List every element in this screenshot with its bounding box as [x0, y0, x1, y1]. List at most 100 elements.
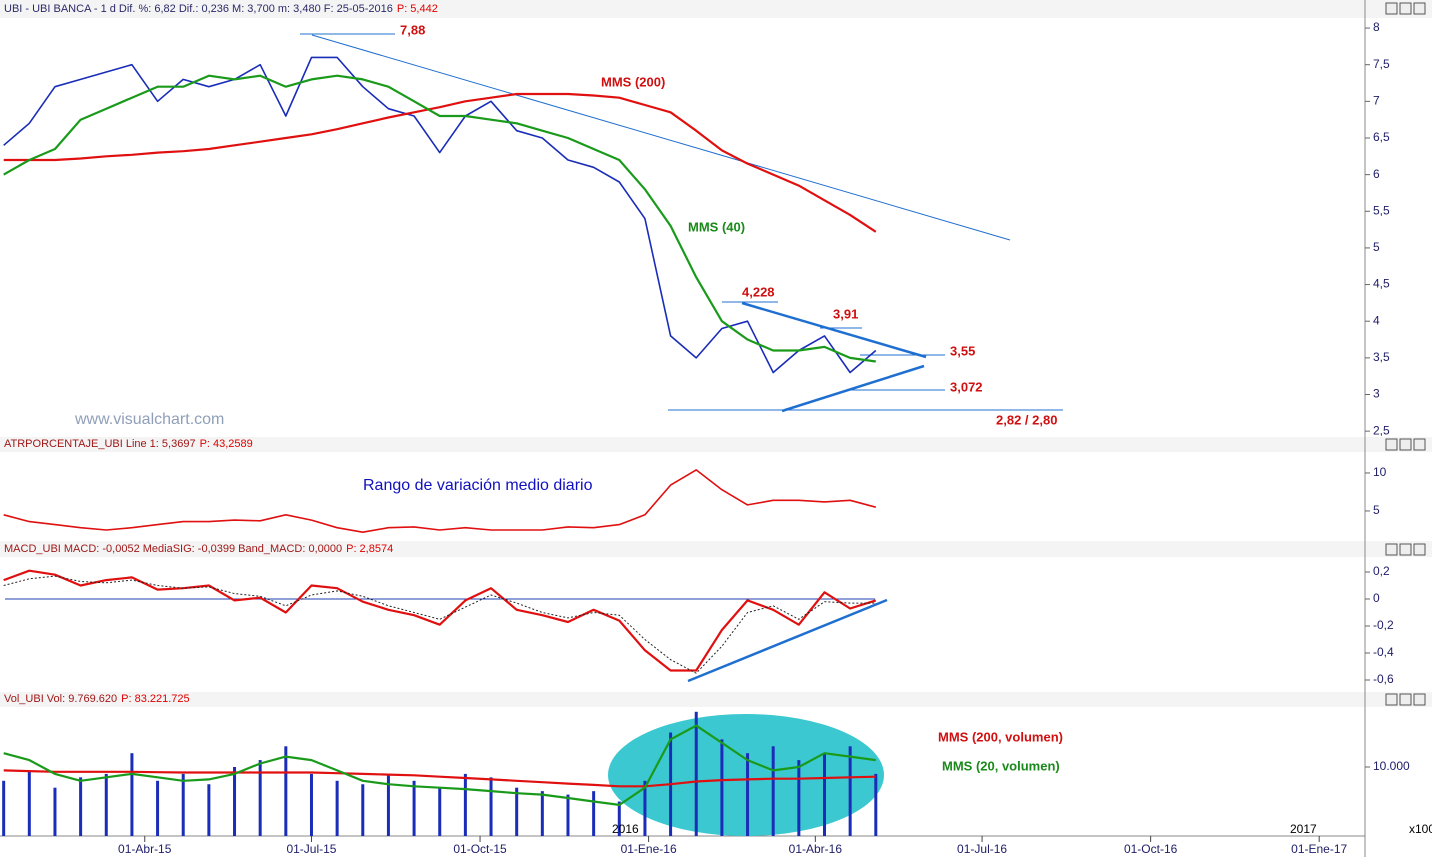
panel-title-text: UBI - UBI BANCA - 1 d Dif. %: 6,82 Dif.:…: [4, 3, 393, 15]
panel-title-p: P: 43,2589: [200, 438, 253, 450]
series-line: [3, 569, 877, 672]
volume-bar: [181, 773, 185, 836]
annotation: 4,228: [742, 284, 775, 299]
y-tick-label: 0,2: [1373, 564, 1390, 578]
volume-bar: [797, 760, 801, 836]
volume-bar: [284, 746, 288, 836]
volume-bar: [309, 773, 313, 836]
x-tick-label: 01-Abr-16: [789, 842, 843, 856]
annotation: www.visualchart.com: [74, 411, 224, 428]
x-tick-label: 01-Oct-16: [1124, 842, 1178, 856]
volume-bar: [233, 766, 237, 836]
volume-bar: [438, 787, 442, 836]
series-line: [3, 74, 876, 363]
trend-lines: [5, 33, 1063, 683]
y-tick-label: 3: [1373, 387, 1380, 401]
header-strip: [0, 437, 1432, 452]
annotation: Rango de variación medio diario: [363, 477, 593, 494]
x-tick-label: 01-Oct-15: [453, 842, 507, 856]
x-tick-label: 01-Jul-16: [957, 842, 1007, 856]
y-tick-label: 5: [1373, 240, 1380, 254]
price-line: [3, 469, 877, 533]
price-line: [3, 56, 877, 374]
volume-bar: [361, 784, 365, 836]
header-strip: [0, 541, 1432, 557]
header-strip: [0, 692, 1432, 707]
volume-bar: [489, 777, 493, 836]
volume-bar: [848, 746, 852, 836]
y-tick-label: 10.000: [1373, 759, 1410, 773]
series-line: [3, 769, 876, 788]
volume-bar: [566, 794, 570, 836]
y-tick-label: 5,5: [1373, 203, 1390, 217]
volume-bar: [2, 780, 6, 836]
y-tick-label: 5: [1373, 503, 1380, 517]
y-tick-label: 0: [1373, 591, 1380, 605]
y-tick-label: -0,4: [1373, 645, 1394, 659]
volume-bar: [207, 784, 211, 836]
annotation: MMS (40): [688, 219, 745, 234]
x-tick-label: 01-Ene-17: [1291, 842, 1347, 856]
y-tick-label: 7: [1373, 94, 1380, 108]
x-tick-label: 01-Abr-15: [118, 842, 172, 856]
annotation: MMS (200, volumen): [938, 729, 1063, 744]
annotation: 3,072: [950, 379, 983, 394]
panel-title-text: Vol_UBI Vol: 9.769.620: [4, 693, 117, 705]
volume-bar: [874, 773, 878, 836]
panel-title-p: P: 5,442: [397, 3, 438, 15]
volume-bar: [617, 801, 621, 836]
annotation: MMS (20, volumen): [942, 758, 1060, 773]
volume-bar: [694, 711, 698, 836]
volume-bar: [643, 780, 647, 836]
annotation: 3,91: [833, 306, 858, 321]
y-tick-label: 4,5: [1373, 277, 1390, 291]
panel-title-text: MACD_UBI MACD: -0,0052 MediaSIG: -0,0399…: [4, 543, 342, 555]
volume-bar: [515, 787, 519, 836]
panel-buttons: [1385, 2, 1426, 706]
panel-title: Vol_UBI Vol: 9.769.620 P: 83.221.725: [4, 693, 190, 705]
annotation: 3,55: [950, 343, 975, 358]
volume-bar: [130, 753, 134, 836]
annotation: MMS (200): [601, 74, 665, 89]
y-tick-label: 8: [1373, 20, 1380, 34]
unit-label: x1000: [1409, 822, 1432, 836]
volume-bar: [746, 753, 750, 836]
series-line: [3, 92, 877, 233]
volume-bar: [335, 780, 339, 836]
y-tick-label: 6,5: [1373, 130, 1390, 144]
y-tick-label: 4: [1373, 313, 1380, 327]
y-tick-label: -0,2: [1373, 618, 1394, 632]
volume-bar: [412, 780, 416, 836]
y-tick-label: 6: [1373, 167, 1380, 181]
series-line: [3, 724, 876, 806]
highlight-ellipse: [608, 714, 884, 836]
annotation: 2017: [1290, 822, 1317, 836]
volume-bar: [540, 791, 544, 836]
volume-bar: [822, 753, 826, 836]
volume-bar: [720, 739, 724, 836]
volume-bar: [258, 760, 262, 836]
series-line: [3, 575, 876, 674]
y-tick-label: 3,5: [1373, 350, 1390, 364]
y-tick-label: -0,6: [1373, 672, 1394, 686]
y-tick-label: 7,5: [1373, 57, 1390, 71]
header-strip: [0, 0, 1432, 18]
panel-title: UBI - UBI BANCA - 1 d Dif. %: 6,82 Dif.:…: [4, 3, 438, 15]
panel-title-text: ATRPORCENTAJE_UBI Line 1: 5,3697: [4, 438, 196, 450]
annotation: 2,82 / 2,80: [996, 412, 1057, 427]
panel-title: MACD_UBI MACD: -0,0052 MediaSIG: -0,0399…: [4, 543, 393, 555]
volume-bar: [156, 780, 160, 836]
panel-title-p: P: 83.221.725: [121, 693, 190, 705]
volume-bar: [386, 773, 390, 836]
panel-title: ATRPORCENTAJE_UBI Line 1: 5,3697 P: 43,25…: [4, 438, 253, 450]
panel-title-p: P: 2,8574: [346, 543, 393, 555]
volume-bar: [463, 773, 467, 836]
y-tick-label: 2,5: [1373, 423, 1390, 437]
volume-bar: [592, 791, 596, 836]
volume-bar: [104, 773, 108, 836]
x-tick-label: 01-Jul-15: [286, 842, 336, 856]
volume-bar: [27, 770, 31, 836]
y-tick-label: 10: [1373, 465, 1387, 479]
